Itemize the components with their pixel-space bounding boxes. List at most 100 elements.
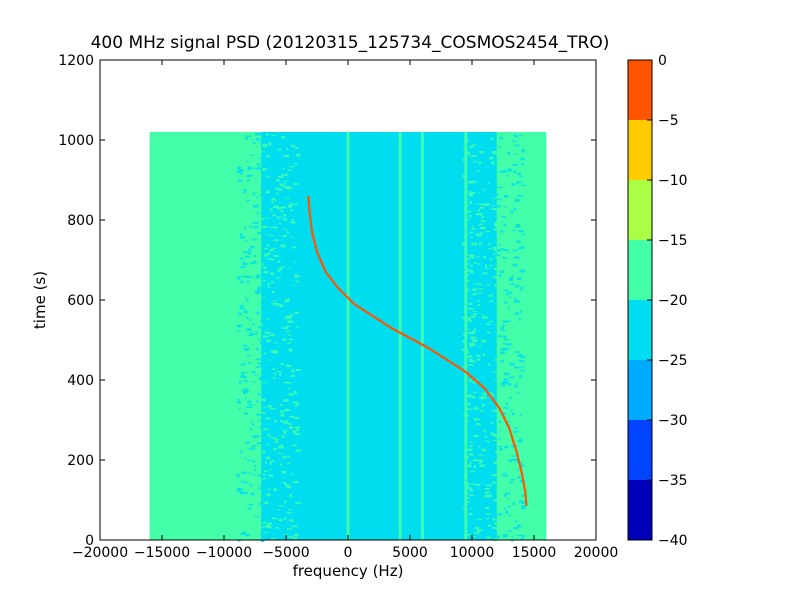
heatmap-speckle [256, 166, 261, 170]
heatmap-speckle [282, 326, 288, 330]
heatmap-speckle [240, 480, 244, 483]
heatmap-speckle [279, 404, 283, 406]
heatmap-speckle [288, 333, 291, 336]
heatmap-speckle [521, 505, 526, 508]
heatmap-speckle [473, 313, 477, 316]
heatmap-speckle [292, 401, 299, 403]
heatmap-speckle [482, 316, 488, 319]
heatmap-speckle [266, 317, 270, 320]
heatmap-speckle [257, 157, 264, 159]
heatmap-speckle [261, 217, 265, 220]
heatmap-speckle [256, 400, 259, 404]
heatmap-speckle [244, 240, 248, 243]
heatmap-speckle [254, 168, 258, 170]
heatmap-speckle [466, 356, 473, 358]
heatmap-speckle [509, 277, 513, 281]
colorbar-tick-label: −25 [658, 353, 688, 369]
heatmap-speckle [470, 395, 476, 399]
heatmap-speckle [274, 226, 278, 229]
heatmap-speckle [477, 283, 482, 286]
heatmap-speckle [289, 519, 294, 522]
heatmap-speckle [285, 330, 291, 332]
heatmap-speckle [469, 448, 473, 452]
heatmap-speckle [503, 206, 507, 208]
colorbar-segment [628, 360, 652, 420]
heatmap-speckle [293, 536, 298, 540]
heatmap-speckle [287, 342, 291, 344]
heatmap-speckle [246, 179, 250, 182]
heatmap-speckle [291, 246, 296, 249]
heatmap-speckle [294, 426, 301, 428]
heatmap-speckle [291, 369, 295, 373]
heatmap-speckle [275, 179, 281, 182]
heatmap-speckle [469, 441, 473, 444]
heatmap-speckle [286, 186, 293, 190]
heatmap-speckle [266, 493, 271, 497]
heatmap-speckle [503, 338, 509, 341]
heatmap-speckle [521, 149, 524, 151]
heatmap-speckle [258, 474, 263, 477]
heatmap-speckle [263, 406, 267, 408]
heatmap-speckle [239, 235, 245, 239]
heatmap-speckle [484, 491, 490, 494]
heatmap-speckle [250, 245, 256, 248]
heatmap-speckle [270, 407, 276, 410]
heatmap-speckle [239, 305, 244, 308]
heatmap-speckle [515, 351, 520, 353]
heatmap-speckle [281, 174, 284, 176]
heatmap-speckle [255, 132, 261, 136]
heatmap-speckle [465, 486, 472, 490]
heatmap-speckle [275, 303, 280, 306]
heatmap-speckle [265, 155, 271, 158]
heatmap-speckle [288, 204, 293, 207]
heatmap-speckle [516, 181, 522, 184]
heatmap-speckle [282, 455, 287, 459]
heatmap-speckle [492, 439, 498, 442]
heatmap-speckle [519, 246, 525, 249]
heatmap-speckle [512, 249, 518, 252]
heatmap-speckle [270, 167, 274, 169]
heatmap-speckle [476, 292, 483, 294]
heatmap-speckle [521, 501, 526, 504]
heatmap-speckle [476, 170, 480, 172]
heatmap-speckle [503, 223, 507, 227]
heatmap-speckle [243, 347, 250, 350]
heatmap-speckle [251, 261, 257, 264]
heatmap-speckle [292, 203, 299, 206]
heatmap-speckle [505, 402, 509, 405]
heatmap-speckle [498, 244, 502, 246]
heatmap-speckle [266, 244, 270, 247]
heatmap-speckle [238, 408, 241, 410]
y-tick-label: 600 [67, 293, 94, 309]
heatmap-speckle [256, 274, 261, 278]
heatmap-speckle [295, 147, 300, 150]
heatmap-speckle [283, 185, 290, 189]
heatmap-speckle [500, 326, 504, 330]
heatmap-speckle [283, 182, 286, 185]
heatmap-speckle [266, 190, 270, 194]
heatmap-speckle [494, 283, 499, 287]
heatmap-speckle [516, 240, 521, 244]
heatmap-speckle [495, 226, 500, 228]
heatmap-speckle [277, 270, 281, 272]
x-tick-label: −15000 [134, 545, 190, 561]
heatmap-speckle [465, 420, 469, 423]
heatmap-speckle [270, 258, 275, 261]
heatmap-speckle [481, 392, 487, 396]
heatmap-speckle [470, 192, 476, 194]
heatmap-speckle [263, 270, 269, 274]
heatmap-speckle [254, 374, 258, 376]
heatmap-speckle [514, 297, 517, 300]
heatmap-speckle [244, 251, 248, 254]
heatmap-speckle [501, 215, 506, 218]
heatmap-speckle [499, 229, 504, 233]
heatmap-speckle [240, 308, 246, 310]
heatmap-speckle [265, 217, 269, 219]
heatmap-speckle [249, 251, 252, 253]
heatmap-speckle [498, 171, 503, 173]
heatmap-speckle [281, 435, 285, 438]
heatmap-speckle [257, 358, 263, 361]
heatmap-speckle [499, 136, 504, 140]
heatmap-speckle [495, 498, 502, 502]
heatmap-speckle [515, 520, 518, 523]
